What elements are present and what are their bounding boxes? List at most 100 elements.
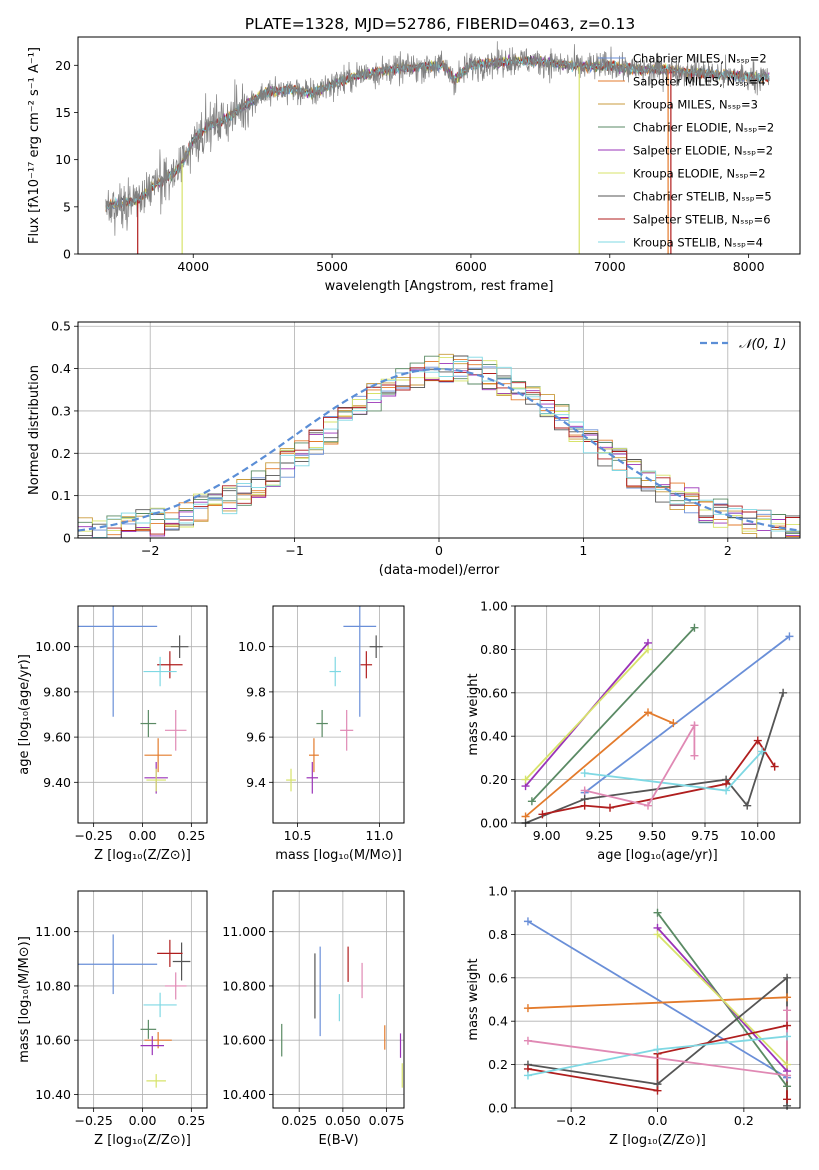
weight-line-6 xyxy=(542,738,776,816)
figure-title: PLATE=1328, MJD=52786, FIBERID=0463, z=0… xyxy=(245,15,635,33)
histogram-8 xyxy=(78,356,800,538)
y-tick-label: 10.400 xyxy=(222,1087,266,1102)
weight-marker xyxy=(783,1021,792,1030)
chart-age_vs_Z: −0.25 0.00 0.25 9.40 9.60 9.80 10.00 Z [log₁₀(Z… xyxy=(17,605,208,863)
x-tick-label: 5000 xyxy=(316,259,348,274)
weight-marker xyxy=(653,930,662,939)
axes-frame xyxy=(77,890,208,1109)
weight-line-4 xyxy=(656,933,788,1066)
legend-entry: Chabrier STELIB, Nₛₛₚ=5 xyxy=(633,190,772,204)
plot-area xyxy=(78,606,207,823)
x-axis-label: mass [log₁₀(M/M⊙)] xyxy=(275,848,402,863)
weight-marker xyxy=(644,708,652,717)
y-tick-label: 5 xyxy=(63,199,71,214)
weight-marker xyxy=(779,688,788,697)
chart-mass_vs_EBV: 0.025 0.050 0.075 10.400 10.600 10.800 11.000 E… xyxy=(222,890,405,1148)
weight-marker xyxy=(653,1086,662,1095)
chart-spectrum: 4000 5000 6000 7000 8000 0 5 10 15 20 wavelength [… xyxy=(27,36,801,294)
y-tick-label: 0.3 xyxy=(51,403,71,418)
x-tick-label: −0.2 xyxy=(556,1113,586,1128)
legend-entry: Salpeter ELODIE, Nₛₛₚ=2 xyxy=(633,144,773,158)
weight-marker xyxy=(653,1045,662,1054)
x-tick-label: −0.25 xyxy=(74,828,112,843)
weight-marker xyxy=(523,1004,532,1013)
x-tick-label: 6000 xyxy=(455,259,487,274)
plot-area xyxy=(273,606,404,823)
y-tick-label: 0 xyxy=(63,531,71,546)
weight-marker xyxy=(644,801,652,810)
weight-marker xyxy=(770,762,779,771)
legend-entry: Kroupa MILES, Nₛₛₚ=3 xyxy=(633,98,758,112)
x-tick-label: 0.00 xyxy=(129,1113,157,1128)
weight-marker xyxy=(758,747,766,756)
y-axis-label: Normed distribution xyxy=(27,365,42,495)
y-axis-label: mass [log₁₀(M/M⊙)] xyxy=(17,936,32,1063)
plot-area xyxy=(78,891,207,1108)
weight-marker xyxy=(606,803,614,812)
x-tick-label: 9.00 xyxy=(533,828,561,843)
y-tick-label: 0.5 xyxy=(51,319,71,334)
x-tick-label: 7000 xyxy=(594,259,626,274)
y-tick-label: 10.00 xyxy=(35,639,71,654)
x-tick-label: 8000 xyxy=(733,259,765,274)
y-tick-label: 9.8 xyxy=(246,684,266,699)
y-tick-label: 11.000 xyxy=(222,924,266,939)
y-tick-label: 10 xyxy=(55,152,71,167)
weight-marker xyxy=(743,801,752,810)
legend: Chabrier MILES, Nₛₛₚ=2 Salpeter MILES, Nₛ… xyxy=(598,52,774,250)
x-axis-label: age [log₁₀(age/yr)] xyxy=(597,848,718,863)
chart-age_vs_mass: 10.5 11.0 9.4 9.6 9.8 10.0 mass [log₁₀(M/M⊙)] xyxy=(238,605,405,863)
plot-area xyxy=(273,891,404,1108)
weight-line-0 xyxy=(584,635,790,794)
x-tick-label: 0.2 xyxy=(734,1113,754,1128)
histogram-5 xyxy=(78,356,800,532)
x-tick-label: −0.25 xyxy=(74,1113,112,1128)
x-axis-label: (data-model)/error xyxy=(379,563,500,578)
x-tick-label: 0.025 xyxy=(281,1113,317,1128)
data-marks xyxy=(105,41,770,254)
y-tick-label: 0.4 xyxy=(488,1014,508,1029)
y-tick-label: 9.60 xyxy=(43,730,71,745)
weight-marker xyxy=(644,645,652,654)
x-axis-label: E(B-V) xyxy=(318,1133,358,1148)
y-tick-label: 10.0 xyxy=(238,639,266,654)
y-tick-label: 11.00 xyxy=(35,924,71,939)
x-tick-label: −2 xyxy=(141,543,159,558)
weight-marker xyxy=(538,810,547,819)
x-axis-label: Z [log₁₀(Z/Z⊙)] xyxy=(94,848,191,863)
y-tick-label: 1.0 xyxy=(488,884,508,899)
x-tick-label: 9.25 xyxy=(586,828,614,843)
x-tick-label: 11.0 xyxy=(366,828,394,843)
y-axis-label: Flux [fλ10⁻¹⁷ erg cm⁻² s⁻¹ A⁻¹] xyxy=(27,47,42,244)
x-tick-label: 9.50 xyxy=(638,828,666,843)
weight-marker xyxy=(783,1082,792,1091)
weight-marker xyxy=(580,801,589,810)
legend-entry: Chabrier MILES, Nₛₛₚ=2 xyxy=(633,52,767,66)
y-tick-label: 0.2 xyxy=(51,446,71,461)
x-axis-label: Z [log₁₀(Z/Z⊙)] xyxy=(609,1133,706,1148)
x-tick-label: 0.0 xyxy=(648,1113,668,1128)
weight-marker xyxy=(653,908,662,917)
weight-marker xyxy=(722,786,731,795)
data-marks xyxy=(78,606,189,794)
y-tick-label: 9.6 xyxy=(246,730,266,745)
weight-marker xyxy=(783,1032,792,1041)
axes-frame xyxy=(514,605,801,824)
x-axis-label: Z [log₁₀(Z/Z⊙)] xyxy=(94,1133,191,1148)
y-tick-label: 9.80 xyxy=(43,684,71,699)
y-tick-label: 0.80 xyxy=(480,642,508,657)
chart-residuals: −2 −1 0 1 2 0 0.1 0.2 0.3 0.4 0.5 (data-model)/erro… xyxy=(27,319,801,578)
y-tick-label: 0.40 xyxy=(480,729,508,744)
weight-marker xyxy=(783,1060,792,1069)
weight-marker xyxy=(521,775,530,784)
y-tick-label: 10.80 xyxy=(35,978,71,993)
y-tick-label: 0.2 xyxy=(488,1057,508,1072)
x-tick-label: 0.075 xyxy=(369,1113,405,1128)
axes-frame xyxy=(514,890,801,1109)
weight-marker xyxy=(783,973,792,982)
chart-mass_vs_Z: −0.25 0.00 0.25 10.40 10.60 10.80 11.00 Z [log₁… xyxy=(17,890,208,1148)
y-axis-label: mass weight xyxy=(466,673,481,755)
x-tick-label: 10.5 xyxy=(284,828,312,843)
